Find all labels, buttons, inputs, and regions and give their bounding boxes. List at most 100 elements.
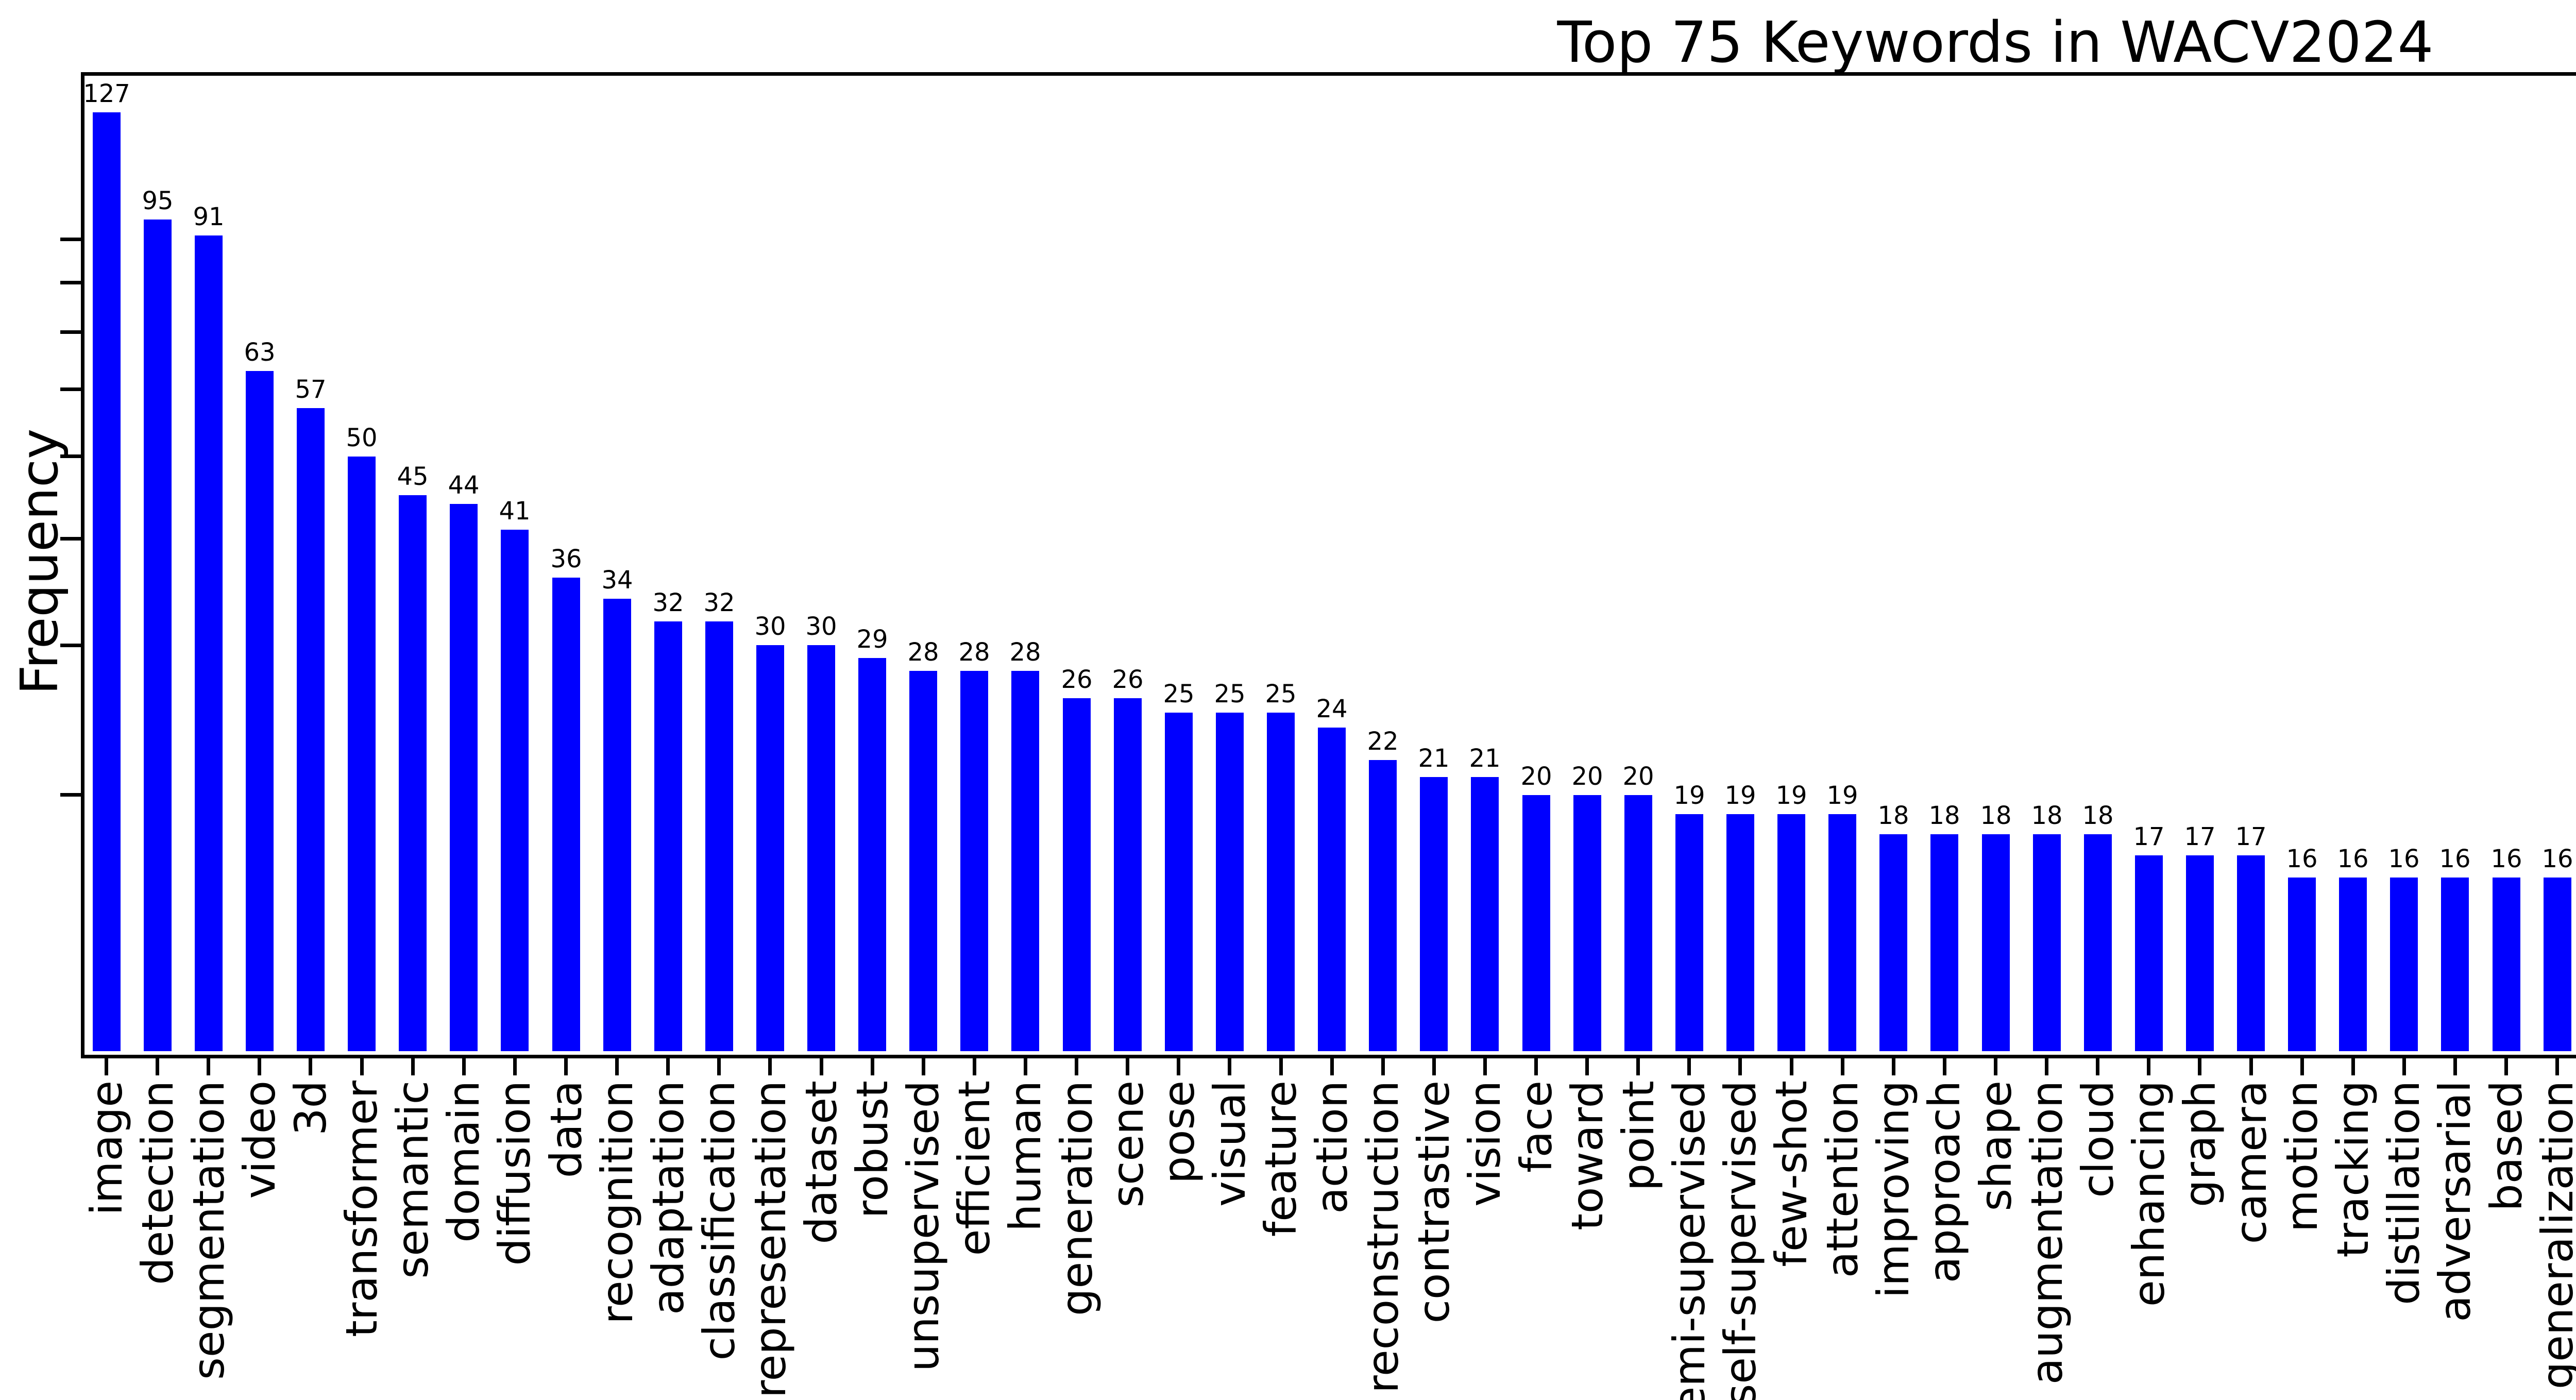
bar <box>807 645 835 1051</box>
bar <box>1879 834 1907 1051</box>
bar-value-label: 16 <box>2286 845 2318 873</box>
bar <box>552 578 580 1051</box>
x-axis-tick <box>513 1055 517 1075</box>
bar-value-label: 44 <box>448 471 480 500</box>
bar-value-label: 21 <box>1469 744 1501 773</box>
bar <box>1011 671 1039 1051</box>
x-axis-tick <box>462 1055 466 1075</box>
bar-value-label: 32 <box>652 588 684 617</box>
bar-value-label: 36 <box>550 545 582 574</box>
bar <box>2441 878 2469 1051</box>
x-axis-tick <box>564 1055 568 1075</box>
bar <box>1471 777 1499 1051</box>
bar <box>2339 878 2367 1051</box>
y-axis-tick <box>60 454 81 458</box>
bar-value-label: 17 <box>2235 822 2267 851</box>
x-tick-label: recognition <box>592 1081 642 1324</box>
bar <box>501 530 529 1051</box>
bar <box>858 658 886 1051</box>
bar-value-label: 19 <box>1826 781 1858 810</box>
x-tick-label: diffusion <box>489 1081 540 1266</box>
bar-value-label: 16 <box>2541 845 2573 873</box>
bar-value-label: 20 <box>1520 762 1552 791</box>
bar-value-label: 50 <box>346 424 378 452</box>
bar-value-label: 127 <box>83 79 130 108</box>
bar <box>1318 728 1346 1051</box>
x-axis-tick <box>207 1055 210 1075</box>
bar-value-label: 19 <box>1724 781 1756 810</box>
y-axis-label: Frequency <box>9 428 70 695</box>
bar-value-label: 16 <box>2337 845 2369 873</box>
x-axis-tick <box>1892 1055 1895 1075</box>
x-tick-label: robust <box>847 1081 897 1219</box>
bar <box>1828 814 1856 1051</box>
x-tick-label: toward <box>1562 1081 1613 1230</box>
x-tick-label: efficient <box>949 1081 999 1256</box>
bar-value-label: 25 <box>1265 680 1297 709</box>
x-axis-tick <box>360 1055 364 1075</box>
bar <box>2237 855 2265 1051</box>
x-axis-tick <box>1790 1055 1793 1075</box>
x-axis-tick <box>717 1055 721 1075</box>
x-tick-label: detection <box>132 1081 183 1285</box>
x-tick-label: self-supervised <box>1715 1081 1766 1400</box>
x-tick-label: unsupervised <box>898 1081 948 1372</box>
x-tick-label: camera <box>2226 1081 2276 1244</box>
x-tick-label: graph <box>2175 1081 2225 1207</box>
bar <box>2084 834 2112 1051</box>
x-axis-tick <box>1534 1055 1538 1075</box>
x-tick-label: pose <box>1154 1081 1204 1184</box>
x-tick-label: attention <box>1817 1081 1868 1278</box>
bar-value-label: 63 <box>244 338 276 367</box>
x-axis-tick <box>666 1055 670 1075</box>
bar <box>1114 698 1142 1051</box>
bar-value-label: 16 <box>2388 845 2420 873</box>
x-axis-tick <box>2351 1055 2355 1075</box>
x-tick-label: 3d <box>285 1081 336 1136</box>
x-tick-label: domain <box>438 1081 489 1243</box>
x-axis-tick <box>1585 1055 1589 1075</box>
x-axis-tick <box>105 1055 108 1075</box>
x-axis-tick <box>411 1055 415 1075</box>
bar <box>1369 760 1397 1051</box>
x-axis-tick <box>1943 1055 1946 1075</box>
bar-value-label: 26 <box>1112 665 1144 694</box>
x-axis-tick <box>1738 1055 1742 1075</box>
y-axis-tick <box>60 281 81 284</box>
x-axis-tick <box>820 1055 823 1075</box>
bar <box>705 621 733 1051</box>
bar-value-label: 57 <box>295 375 327 404</box>
bar <box>93 112 121 1051</box>
x-axis-tick <box>2300 1055 2304 1075</box>
bar <box>1573 795 1601 1051</box>
x-axis-tick <box>2555 1055 2559 1075</box>
bar <box>603 599 631 1051</box>
x-axis-tick <box>1381 1055 1385 1075</box>
bar <box>654 621 682 1051</box>
x-tick-label: approach <box>1919 1081 1970 1284</box>
x-axis-tick <box>309 1055 312 1075</box>
x-axis-tick <box>973 1055 976 1075</box>
bar-value-label: 16 <box>2439 845 2471 873</box>
x-axis-tick <box>2198 1055 2201 1075</box>
x-axis-tick <box>1279 1055 1283 1075</box>
x-tick-label: image <box>81 1081 132 1216</box>
x-axis-tick <box>2147 1055 2150 1075</box>
bar-value-label: 25 <box>1214 680 1246 709</box>
bar-value-label: 30 <box>754 612 786 641</box>
bar-value-label: 20 <box>1571 762 1603 791</box>
bar <box>756 645 784 1051</box>
bar-value-label: 18 <box>2031 801 2063 830</box>
x-tick-label: enhancing <box>2124 1081 2174 1307</box>
bar-value-label: 28 <box>958 638 990 667</box>
x-tick-label: based <box>2481 1081 2532 1211</box>
x-tick-label: motion <box>2277 1081 2327 1233</box>
bar-value-label: 30 <box>805 612 837 641</box>
x-axis-tick <box>1687 1055 1691 1075</box>
x-axis-tick <box>922 1055 925 1075</box>
bar <box>1930 834 1958 1051</box>
x-tick-label: reconstruction <box>1358 1081 1408 1393</box>
bar-value-label: 16 <box>2490 845 2522 873</box>
y-axis-tick <box>60 644 81 647</box>
x-tick-label: classification <box>694 1081 744 1361</box>
